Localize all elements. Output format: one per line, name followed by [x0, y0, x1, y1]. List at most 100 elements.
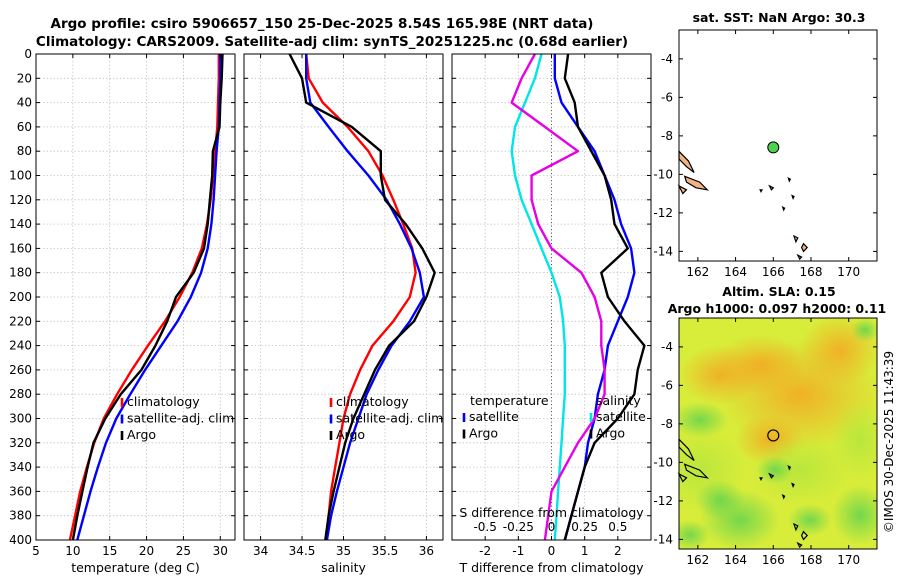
island-outline — [759, 477, 763, 482]
island-outline — [781, 493, 786, 500]
island-outline — [787, 176, 792, 183]
legend-label: Argo — [127, 427, 156, 442]
map-x-tick-label: 170 — [837, 265, 860, 279]
sla-field-patch — [695, 480, 745, 520]
x-tick-label: 10 — [65, 544, 80, 558]
map-x-tick-label: 166 — [762, 553, 785, 567]
map-y-tick-label: -10 — [653, 455, 673, 469]
y-tick-label: 180 — [9, 266, 32, 280]
series-line-climatology — [305, 53, 417, 541]
island-outline — [791, 482, 795, 488]
map-y-tick-label: -4 — [661, 340, 673, 354]
legend-label: Argo — [596, 426, 625, 441]
island-outline — [796, 253, 803, 261]
y-tick-label: 340 — [9, 460, 32, 474]
map-x-tick-label: 162 — [686, 265, 709, 279]
top-tick-label: -0.5 — [473, 520, 496, 534]
x-tick-label: 1 — [581, 544, 589, 558]
y-tick-label: 120 — [9, 193, 32, 207]
map-y-tick-label: -6 — [661, 378, 673, 392]
x-tick-label: 0 — [548, 544, 556, 558]
map-x-tick-label: 166 — [762, 265, 785, 279]
y-tick-label: 20 — [17, 71, 32, 85]
sla-field-patch — [750, 435, 850, 505]
island-outline — [781, 205, 786, 212]
y-tick-label: 40 — [17, 96, 32, 110]
series-line-argo — [288, 53, 436, 541]
x-tick-label: 15 — [102, 544, 117, 558]
map-y-tick-label: -12 — [653, 206, 673, 220]
map-y-tick-label: -12 — [653, 494, 673, 508]
x-tick-label: 25 — [176, 544, 191, 558]
island-outline — [792, 234, 799, 244]
x-tick-label: -2 — [479, 544, 491, 558]
top-tick-label: 0.5 — [608, 520, 627, 534]
x-tick-label: 2 — [614, 544, 622, 558]
y-tick-label: 260 — [9, 363, 32, 377]
map-y-tick-label: -4 — [661, 52, 673, 66]
y-tick-label: 360 — [9, 484, 32, 498]
y-tick-label: 300 — [9, 412, 32, 426]
y-tick-label: 0 — [24, 47, 32, 61]
y-tick-label: 320 — [9, 436, 32, 450]
argo-float-marker — [767, 429, 780, 442]
x-tick-label: -1 — [512, 544, 524, 558]
x-tick-label: 5 — [32, 544, 40, 558]
map-y-tick-label: -14 — [653, 532, 673, 546]
x-tick-label: 30 — [213, 544, 228, 558]
island-outline — [792, 522, 799, 532]
legend-label: satellite — [596, 409, 646, 424]
salinity-profile-panel: 34 34.5 35 35.5 36 salinity climatology satelli… — [243, 53, 444, 575]
figure-title-line-1: Argo profile: csiro 5906657_150 25-Dec-2… — [51, 16, 594, 32]
top-tick-label: 0.25 — [571, 520, 598, 534]
map-x-tick-label: 164 — [724, 553, 747, 567]
legend-label: satellite — [469, 409, 519, 424]
sla-field-patch — [679, 520, 710, 549]
map-x-tick-label: 170 — [837, 553, 860, 567]
x-tick-label: 35 — [336, 544, 351, 558]
island-outline — [759, 189, 763, 194]
y-tick-label: 220 — [9, 314, 32, 328]
y-tick-label: 280 — [9, 387, 32, 401]
series-line-s-argo — [510, 53, 606, 541]
sla-field-patch — [679, 402, 728, 438]
map-y-tick-label: -6 — [661, 90, 673, 104]
series-line-t-argo — [563, 53, 646, 541]
legend-label: Argo — [336, 427, 365, 442]
island-outline — [800, 242, 809, 253]
x-tick-label: 20 — [139, 544, 154, 558]
sst-map: 162 164 166 168 170 -4 -6 -8 -10 -12 -14 — [653, 29, 878, 279]
legend-label: climatology — [336, 394, 409, 409]
map-y-tick-label: -8 — [661, 129, 673, 143]
map-frame — [678, 317, 878, 550]
map-y-tick-label: -14 — [653, 244, 673, 258]
legend-header-temperature: temperature — [470, 393, 549, 408]
y-tick-label: 380 — [9, 509, 32, 523]
island-outline — [683, 463, 710, 479]
x-tick-label: 36 — [419, 544, 434, 558]
x-tick-label: 35.5 — [372, 544, 399, 558]
sla-field-patch — [832, 485, 877, 545]
series-line-argo — [71, 53, 224, 541]
island-outline — [800, 530, 809, 541]
map-x-tick-label: 164 — [724, 265, 747, 279]
island-outline — [768, 184, 775, 191]
y-tick-label: 80 — [17, 144, 32, 158]
y-tick-label: 200 — [9, 290, 32, 304]
island-outline — [678, 437, 695, 461]
y-tick-label: 140 — [9, 217, 32, 231]
map-x-tick-label: 162 — [686, 553, 709, 567]
sst-map-title: sat. SST: NaN Argo: 30.3 — [693, 10, 866, 25]
map-frame — [678, 29, 878, 262]
temperature-profile-panel: 5 10 15 20 25 3002040608010012014016018020022… — [9, 47, 236, 575]
island-outline — [768, 472, 775, 479]
sla-heatmap — [679, 318, 877, 549]
x-tick-label: 34 — [253, 544, 268, 558]
x-axis-label: T difference from climatology — [458, 560, 644, 575]
sla-map-subtitle: Argo h1000: 0.097 h2000: 0.11 — [668, 301, 887, 316]
island-outline — [678, 149, 695, 173]
island-outline — [787, 464, 792, 471]
y-tick-label: 400 — [9, 533, 32, 547]
series-line-s-salinity — [510, 53, 566, 541]
